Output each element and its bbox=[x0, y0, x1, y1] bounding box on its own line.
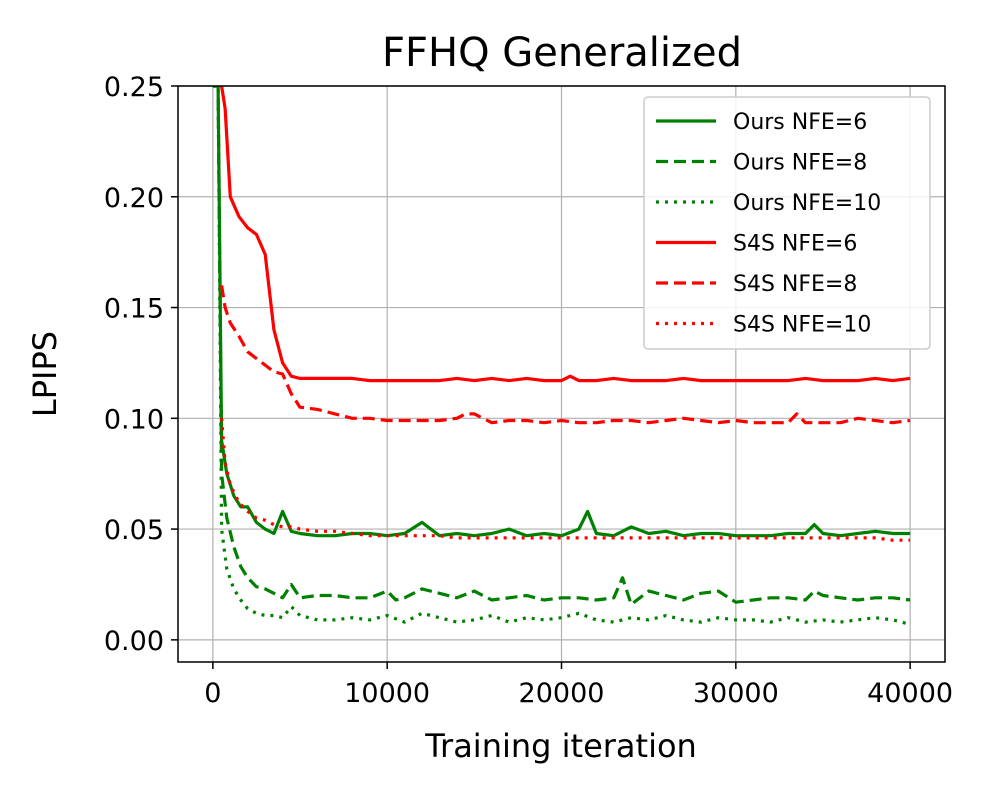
series-line-ours-nfe-8 bbox=[212, 86, 911, 607]
plot-area bbox=[212, 86, 911, 626]
series-line-ours-nfe-6 bbox=[212, 86, 911, 538]
x-axis-label: Training iteration bbox=[424, 727, 697, 765]
y-tick-label: 0.05 bbox=[104, 515, 164, 546]
x-tick-label: 30000 bbox=[693, 678, 779, 709]
legend-label-ours-nfe-10: Ours NFE=10 bbox=[733, 191, 881, 216]
legend-label-s4s-nfe-8: S4S NFE=8 bbox=[733, 272, 857, 297]
x-tick-label: 40000 bbox=[867, 678, 953, 709]
legend-label-ours-nfe-8: Ours NFE=8 bbox=[733, 151, 867, 176]
y-tick-label: 0.15 bbox=[104, 294, 164, 325]
series-line-s4s-nfe-10 bbox=[220, 418, 911, 542]
legend-label-s4s-nfe-10: S4S NFE=10 bbox=[733, 313, 871, 338]
legend-label-ours-nfe-6: Ours NFE=6 bbox=[733, 110, 867, 135]
y-tick-label: 0.20 bbox=[104, 183, 164, 214]
x-axis: 0 10000 20000 30000 40000 bbox=[204, 662, 953, 709]
chart-title: FFHQ Generalized bbox=[382, 30, 742, 76]
series-line-s4s-nfe-8 bbox=[220, 285, 911, 425]
y-axis: 0.00 0.05 0.10 0.15 0.20 0.25 bbox=[104, 72, 178, 657]
y-tick-label: 0.00 bbox=[104, 626, 164, 657]
series-line-ours-nfe-10 bbox=[212, 86, 911, 626]
y-tick-label: 0.25 bbox=[104, 72, 164, 103]
y-axis-label: LPIPS bbox=[26, 331, 64, 417]
series-line-s4s-nfe-6 bbox=[220, 86, 911, 383]
legend: Ours NFE=6 Ours NFE=8 Ours NFE=10 S4S NFE=6… bbox=[643, 96, 931, 350]
x-tick-label: 0 bbox=[204, 678, 221, 709]
legend-label-s4s-nfe-6: S4S NFE=6 bbox=[733, 232, 857, 257]
x-tick-label: 20000 bbox=[519, 678, 605, 709]
x-tick-label: 10000 bbox=[344, 678, 430, 709]
y-tick-label: 0.10 bbox=[104, 404, 164, 435]
axes-frame bbox=[177, 85, 946, 663]
